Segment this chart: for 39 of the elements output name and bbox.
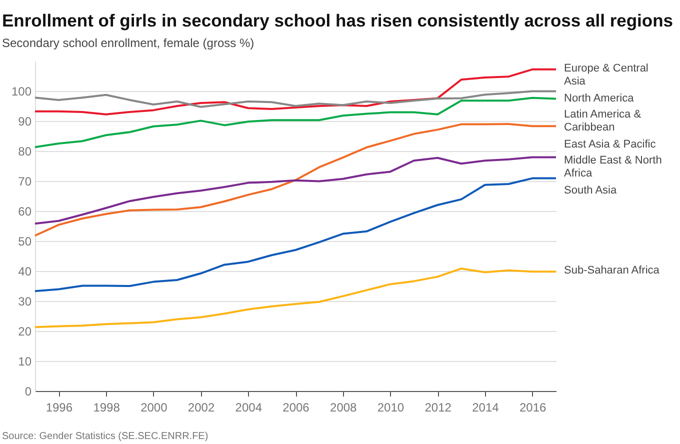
x-tick-label: 2004 [235, 400, 262, 414]
y-tick-label: 80 [18, 144, 32, 158]
x-tick-label: 2006 [282, 400, 310, 414]
line-series [34, 96, 557, 148]
series-label: North America [564, 92, 635, 104]
y-tick-label: 30 [18, 294, 32, 308]
y-tick-label: 0 [24, 384, 32, 398]
x-tick-label: 2012 [424, 400, 452, 414]
x-tick-label: 2010 [377, 400, 404, 414]
x-tick-label: 1996 [46, 400, 73, 414]
y-tick-label: 60 [18, 204, 32, 218]
source-note: Source: Gender Statistics (SE.SEC.ENRR.FE) [2, 431, 208, 442]
line-series [34, 268, 557, 328]
series-label: Sub-Saharan Africa [564, 264, 660, 277]
x-tick-label: 1998 [93, 400, 120, 414]
x-tick-label: 2000 [140, 400, 168, 414]
y-tick-label: 100 [11, 84, 32, 98]
chart-title: Enrollment of girls in secondary school has risen consistently across all regions [2, 10, 674, 30]
line-series [34, 123, 557, 237]
series-label: East Asia & Pacific [564, 138, 656, 150]
line-series [34, 90, 557, 108]
x-tick-label: 2002 [188, 400, 215, 414]
line-series [34, 177, 557, 292]
line-series [34, 68, 557, 116]
series-label: Middle East & North Africa [564, 154, 662, 180]
y-tick-label: 40 [18, 264, 32, 278]
series-label: Latin America & Caribbean [564, 108, 642, 134]
y-tick-label: 10 [18, 354, 32, 368]
x-tick-label: 2014 [472, 400, 500, 414]
chart-subtitle: Secondary school enrollment, female (gross %) [2, 36, 254, 50]
y-tick-label: 70 [18, 174, 32, 188]
y-tick-label: 20 [18, 324, 32, 338]
series-label: Europe & Central Asia [564, 62, 648, 88]
x-tick-label: 2008 [330, 400, 358, 414]
y-tick-label: 50 [18, 234, 32, 248]
y-tick-label: 90 [18, 114, 32, 128]
line-series [34, 156, 557, 225]
x-tick-label: 2016 [519, 400, 546, 414]
series-label: South Asia [564, 184, 618, 196]
